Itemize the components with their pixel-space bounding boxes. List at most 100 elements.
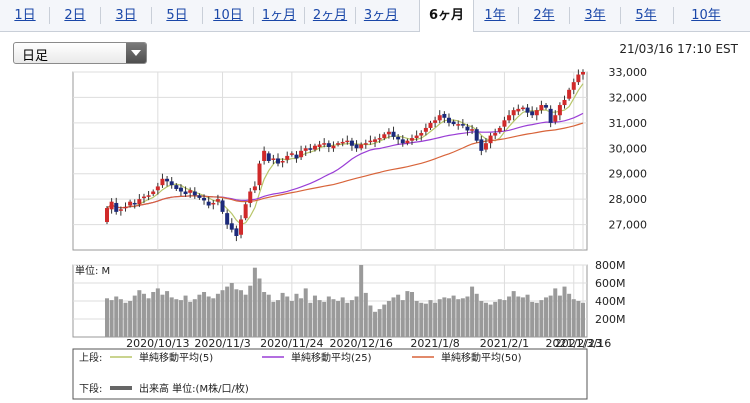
- volume-bar: [557, 295, 562, 337]
- volume-bar: [202, 292, 207, 337]
- volume-bar: [294, 293, 299, 337]
- x-tick-label: 2020/10/13: [126, 337, 189, 350]
- tab-6[interactable]: 1ヶ月: [261, 8, 297, 23]
- volume-bar: [211, 298, 216, 337]
- tab-1[interactable]: 1日: [14, 8, 36, 23]
- candle-body: [257, 163, 262, 186]
- tab-8[interactable]: 3ヶ月: [363, 8, 399, 23]
- tab-10[interactable]: 1年: [484, 8, 506, 23]
- volume-bar: [326, 296, 331, 337]
- volume-bar: [479, 301, 484, 337]
- tab-separator: [253, 7, 254, 24]
- volume-bar: [174, 299, 179, 337]
- x-tick-label: 2020/11/3: [194, 337, 250, 350]
- volume-bar: [197, 294, 202, 337]
- price-tick-label: 31,000: [609, 117, 648, 130]
- volume-bar: [410, 292, 415, 337]
- tab-separator: [620, 7, 621, 24]
- candle-body: [488, 135, 493, 144]
- volume-tick-label: 200M: [595, 313, 626, 326]
- candle-body: [349, 140, 354, 146]
- tab-3[interactable]: 3日: [115, 8, 137, 23]
- legend-item: 単純移動平均(25): [291, 351, 372, 364]
- volume-bar: [248, 285, 253, 337]
- tab-12[interactable]: 3年: [584, 8, 606, 23]
- volume-bar: [497, 299, 502, 337]
- volume-bar: [345, 302, 350, 337]
- volume-bar: [331, 299, 336, 337]
- candle-body: [326, 143, 331, 148]
- tab-separator: [673, 7, 674, 24]
- candle-body: [308, 148, 313, 150]
- volume-bar: [539, 300, 544, 337]
- volume-bar: [151, 292, 156, 337]
- candle-body: [229, 223, 234, 230]
- ma5-line: [106, 83, 584, 225]
- candle-body: [511, 110, 516, 116]
- candle-body: [446, 117, 451, 123]
- tab-4[interactable]: 5日: [166, 8, 188, 23]
- volume-bar: [229, 283, 234, 337]
- volume-bar: [123, 302, 128, 337]
- candle-body: [354, 144, 359, 149]
- candle-body: [220, 200, 225, 212]
- candle-body: [312, 145, 317, 150]
- candle-body: [239, 219, 244, 235]
- price-tick-label: 32,000: [609, 91, 648, 104]
- volume-bar: [465, 296, 470, 337]
- candle-body: [252, 186, 257, 191]
- x-tick-label: 2021/1/8: [410, 337, 459, 350]
- volume-bar: [488, 304, 493, 337]
- volume-bar: [507, 296, 512, 337]
- volume-tick-label: 400M: [595, 295, 626, 308]
- volume-bar: [483, 302, 488, 337]
- candle-body: [211, 202, 216, 205]
- tab-separator: [49, 7, 50, 24]
- tab-2[interactable]: 2日: [64, 8, 86, 23]
- candle-body: [544, 105, 549, 108]
- tab-separator: [100, 7, 101, 24]
- volume-bar: [303, 288, 308, 337]
- candle-body: [433, 120, 438, 123]
- candle-body: [557, 105, 562, 116]
- candle-body: [114, 202, 119, 212]
- volume-plot-area: [72, 264, 588, 338]
- tab-5[interactable]: 10日: [213, 8, 243, 23]
- candle-body: [548, 108, 553, 123]
- candle-body: [160, 178, 165, 186]
- candle-body: [202, 197, 207, 201]
- period-select-button[interactable]: [126, 43, 146, 63]
- volume-bar: [262, 292, 267, 337]
- tab-7[interactable]: 2ヶ月: [312, 8, 348, 23]
- volume-bar: [396, 294, 401, 337]
- tab-9[interactable]: 6ヶ月: [419, 0, 474, 32]
- volume-bar: [581, 302, 585, 337]
- candle-body: [386, 131, 391, 135]
- candle-body: [340, 141, 345, 144]
- volume-bar: [285, 296, 290, 337]
- candle-body: [123, 206, 128, 209]
- legend-item: 単純移動平均(50): [441, 351, 522, 364]
- candle-body: [178, 187, 183, 192]
- candle-body: [437, 115, 442, 121]
- volume-bar: [530, 301, 535, 337]
- tab-separator: [569, 7, 570, 24]
- tab-14[interactable]: 10年: [691, 8, 721, 23]
- volume-bar: [165, 291, 170, 337]
- tab-13[interactable]: 5年: [635, 8, 657, 23]
- volume-bar: [470, 286, 475, 337]
- candle-body: [118, 209, 123, 211]
- volume-bar: [456, 299, 461, 337]
- candle-body: [128, 201, 133, 206]
- candle-body: [423, 127, 428, 132]
- tab-11[interactable]: 2年: [533, 8, 555, 23]
- candle-period-select[interactable]: 日足: [13, 42, 147, 64]
- candle-body: [192, 191, 197, 196]
- candle-body: [141, 196, 146, 199]
- x-tick-label: 2021/2/23: [546, 337, 602, 350]
- candle-body: [336, 143, 341, 145]
- volume-bar: [336, 301, 341, 337]
- price-tick-label: 29,000: [609, 168, 648, 181]
- candle-body: [165, 178, 170, 182]
- candle-body: [571, 82, 576, 90]
